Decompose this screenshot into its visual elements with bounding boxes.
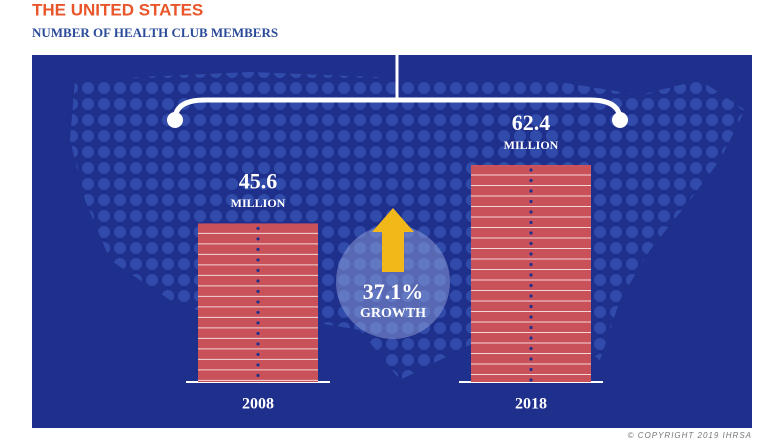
bracket <box>172 97 623 121</box>
bar-dot <box>256 363 260 367</box>
bar-dot <box>529 325 533 330</box>
bar-dot <box>529 241 533 246</box>
copyright: © COPYRIGHT 2019 IHRSA <box>628 431 752 440</box>
bar-dot <box>529 210 533 214</box>
bar-dot <box>256 247 260 252</box>
bar-dot <box>256 342 260 346</box>
bracket-end <box>167 112 183 128</box>
bar-dot <box>529 283 533 288</box>
bar-dot <box>256 310 260 315</box>
bar-dot <box>529 273 533 277</box>
bar-dot <box>529 262 533 267</box>
bar-dot <box>256 352 260 357</box>
bar-dot <box>529 178 533 183</box>
bar-dot <box>256 226 260 231</box>
title: THE UNITED STATES <box>32 0 203 19</box>
unit-label: MILLION <box>231 196 286 210</box>
bar-dot <box>256 373 260 378</box>
bars: 45.6 MILLION 2008 62.4 MILLION 2018 <box>186 110 603 413</box>
unit-label: MILLION <box>504 138 559 152</box>
bar-dot <box>256 289 260 294</box>
bar-dot <box>256 331 260 336</box>
growth-label: 37.1% <box>363 279 424 304</box>
bar-dot <box>256 300 260 304</box>
bar-dot <box>529 220 533 225</box>
bar-dot <box>256 279 260 283</box>
bracket-end <box>612 112 628 128</box>
bar-dot <box>529 199 533 204</box>
bar-dot <box>529 367 533 372</box>
subtitle: NUMBER OF HEALTH CLUB MEMBERS <box>32 25 278 40</box>
bar-dot <box>256 237 260 241</box>
x-tick-label: 2018 <box>515 396 547 413</box>
bar-dot <box>529 304 533 309</box>
value-label: 45.6 <box>239 168 278 193</box>
bar-dot <box>529 189 533 193</box>
bar-dot <box>529 336 533 340</box>
bar-dot <box>529 231 533 235</box>
growth-text: GROWTH <box>360 306 426 321</box>
growth-arrow <box>372 208 414 272</box>
bar-dot <box>529 294 533 298</box>
bar-dot <box>256 321 260 325</box>
bar-dot <box>529 346 533 351</box>
bar-dot <box>256 268 260 273</box>
bar-dot <box>529 168 533 172</box>
x-tick-label: 2008 <box>242 396 274 413</box>
bar-dot <box>529 315 533 319</box>
bar-dot <box>529 378 533 382</box>
growth-circle <box>336 225 450 339</box>
bar-dot <box>529 252 533 256</box>
bar-dot <box>529 357 533 361</box>
value-label: 62.4 <box>512 110 551 135</box>
bar-dot <box>256 258 260 262</box>
